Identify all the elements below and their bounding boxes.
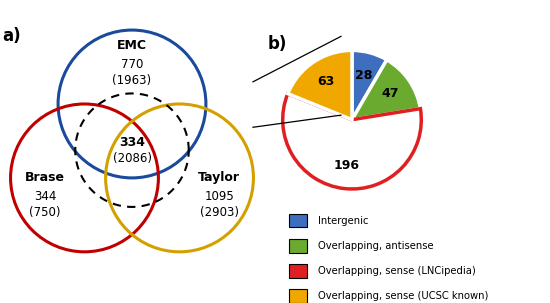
- Text: EMC: EMC: [117, 39, 147, 52]
- Wedge shape: [352, 50, 387, 120]
- Text: b): b): [267, 35, 287, 53]
- Circle shape: [10, 104, 158, 252]
- Text: (750): (750): [29, 206, 60, 219]
- Text: 196: 196: [334, 159, 360, 172]
- Text: Intergenic: Intergenic: [318, 215, 368, 226]
- Wedge shape: [283, 94, 421, 189]
- Text: 47: 47: [381, 87, 399, 100]
- Circle shape: [106, 104, 254, 252]
- Text: 1095: 1095: [204, 190, 234, 203]
- Text: 63: 63: [317, 75, 335, 88]
- FancyBboxPatch shape: [289, 289, 307, 303]
- Text: a): a): [3, 27, 21, 45]
- Text: (2903): (2903): [200, 206, 239, 219]
- Text: Overlapping, antisense: Overlapping, antisense: [318, 241, 433, 251]
- Text: Taylor: Taylor: [198, 171, 240, 185]
- Circle shape: [58, 30, 206, 178]
- Text: 334: 334: [119, 136, 145, 149]
- Text: Brase: Brase: [25, 171, 65, 185]
- Wedge shape: [352, 60, 420, 120]
- Text: Overlapping, sense (UCSC known): Overlapping, sense (UCSC known): [318, 291, 488, 301]
- Text: (1963): (1963): [112, 74, 152, 87]
- FancyBboxPatch shape: [289, 239, 307, 253]
- Text: 28: 28: [355, 68, 373, 82]
- Text: (2086): (2086): [113, 152, 151, 165]
- FancyBboxPatch shape: [289, 214, 307, 227]
- PathPatch shape: [58, 104, 205, 234]
- Text: 344: 344: [34, 190, 56, 203]
- Text: 770: 770: [121, 58, 143, 71]
- Wedge shape: [288, 50, 352, 120]
- FancyBboxPatch shape: [289, 264, 307, 278]
- Text: Overlapping, sense (LNCipedia): Overlapping, sense (LNCipedia): [318, 266, 475, 276]
